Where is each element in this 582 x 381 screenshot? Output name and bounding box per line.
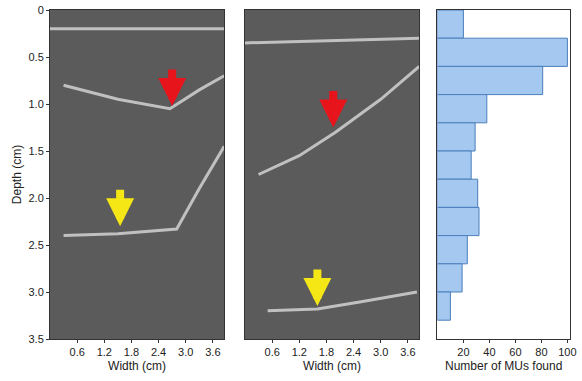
svg-text:2.0: 2.0 bbox=[29, 192, 44, 204]
svg-text:1.2: 1.2 bbox=[292, 346, 307, 358]
svg-text:0.5: 0.5 bbox=[29, 51, 44, 63]
svg-text:40: 40 bbox=[483, 346, 495, 358]
svg-text:1.5: 1.5 bbox=[29, 145, 44, 157]
svg-text:3.0: 3.0 bbox=[373, 346, 388, 358]
svg-text:0: 0 bbox=[38, 4, 44, 16]
svg-text:1.2: 1.2 bbox=[97, 346, 112, 358]
svg-text:Width (cm): Width (cm) bbox=[108, 359, 166, 373]
svg-text:3.5: 3.5 bbox=[29, 333, 44, 345]
svg-text:3.0: 3.0 bbox=[178, 346, 193, 358]
svg-text:2.5: 2.5 bbox=[29, 239, 44, 251]
svg-text:3.6: 3.6 bbox=[205, 346, 220, 358]
svg-text:Depth (cm): Depth (cm) bbox=[10, 145, 24, 204]
svg-text:Width (cm): Width (cm) bbox=[303, 359, 361, 373]
svg-text:2.4: 2.4 bbox=[346, 346, 361, 358]
svg-text:80: 80 bbox=[535, 346, 547, 358]
svg-text:100: 100 bbox=[558, 346, 576, 358]
svg-text:0.6: 0.6 bbox=[265, 346, 280, 358]
svg-text:3.6: 3.6 bbox=[400, 346, 415, 358]
svg-text:1.0: 1.0 bbox=[29, 98, 44, 110]
svg-text:0.6: 0.6 bbox=[70, 346, 85, 358]
svg-text:20: 20 bbox=[457, 346, 469, 358]
svg-text:1.8: 1.8 bbox=[124, 346, 139, 358]
svg-text:60: 60 bbox=[509, 346, 521, 358]
svg-text:3.0: 3.0 bbox=[29, 286, 44, 298]
svg-text:Number of MUs found: Number of MUs found bbox=[445, 359, 562, 373]
svg-text:1.8: 1.8 bbox=[319, 346, 334, 358]
svg-text:2.4: 2.4 bbox=[151, 346, 166, 358]
